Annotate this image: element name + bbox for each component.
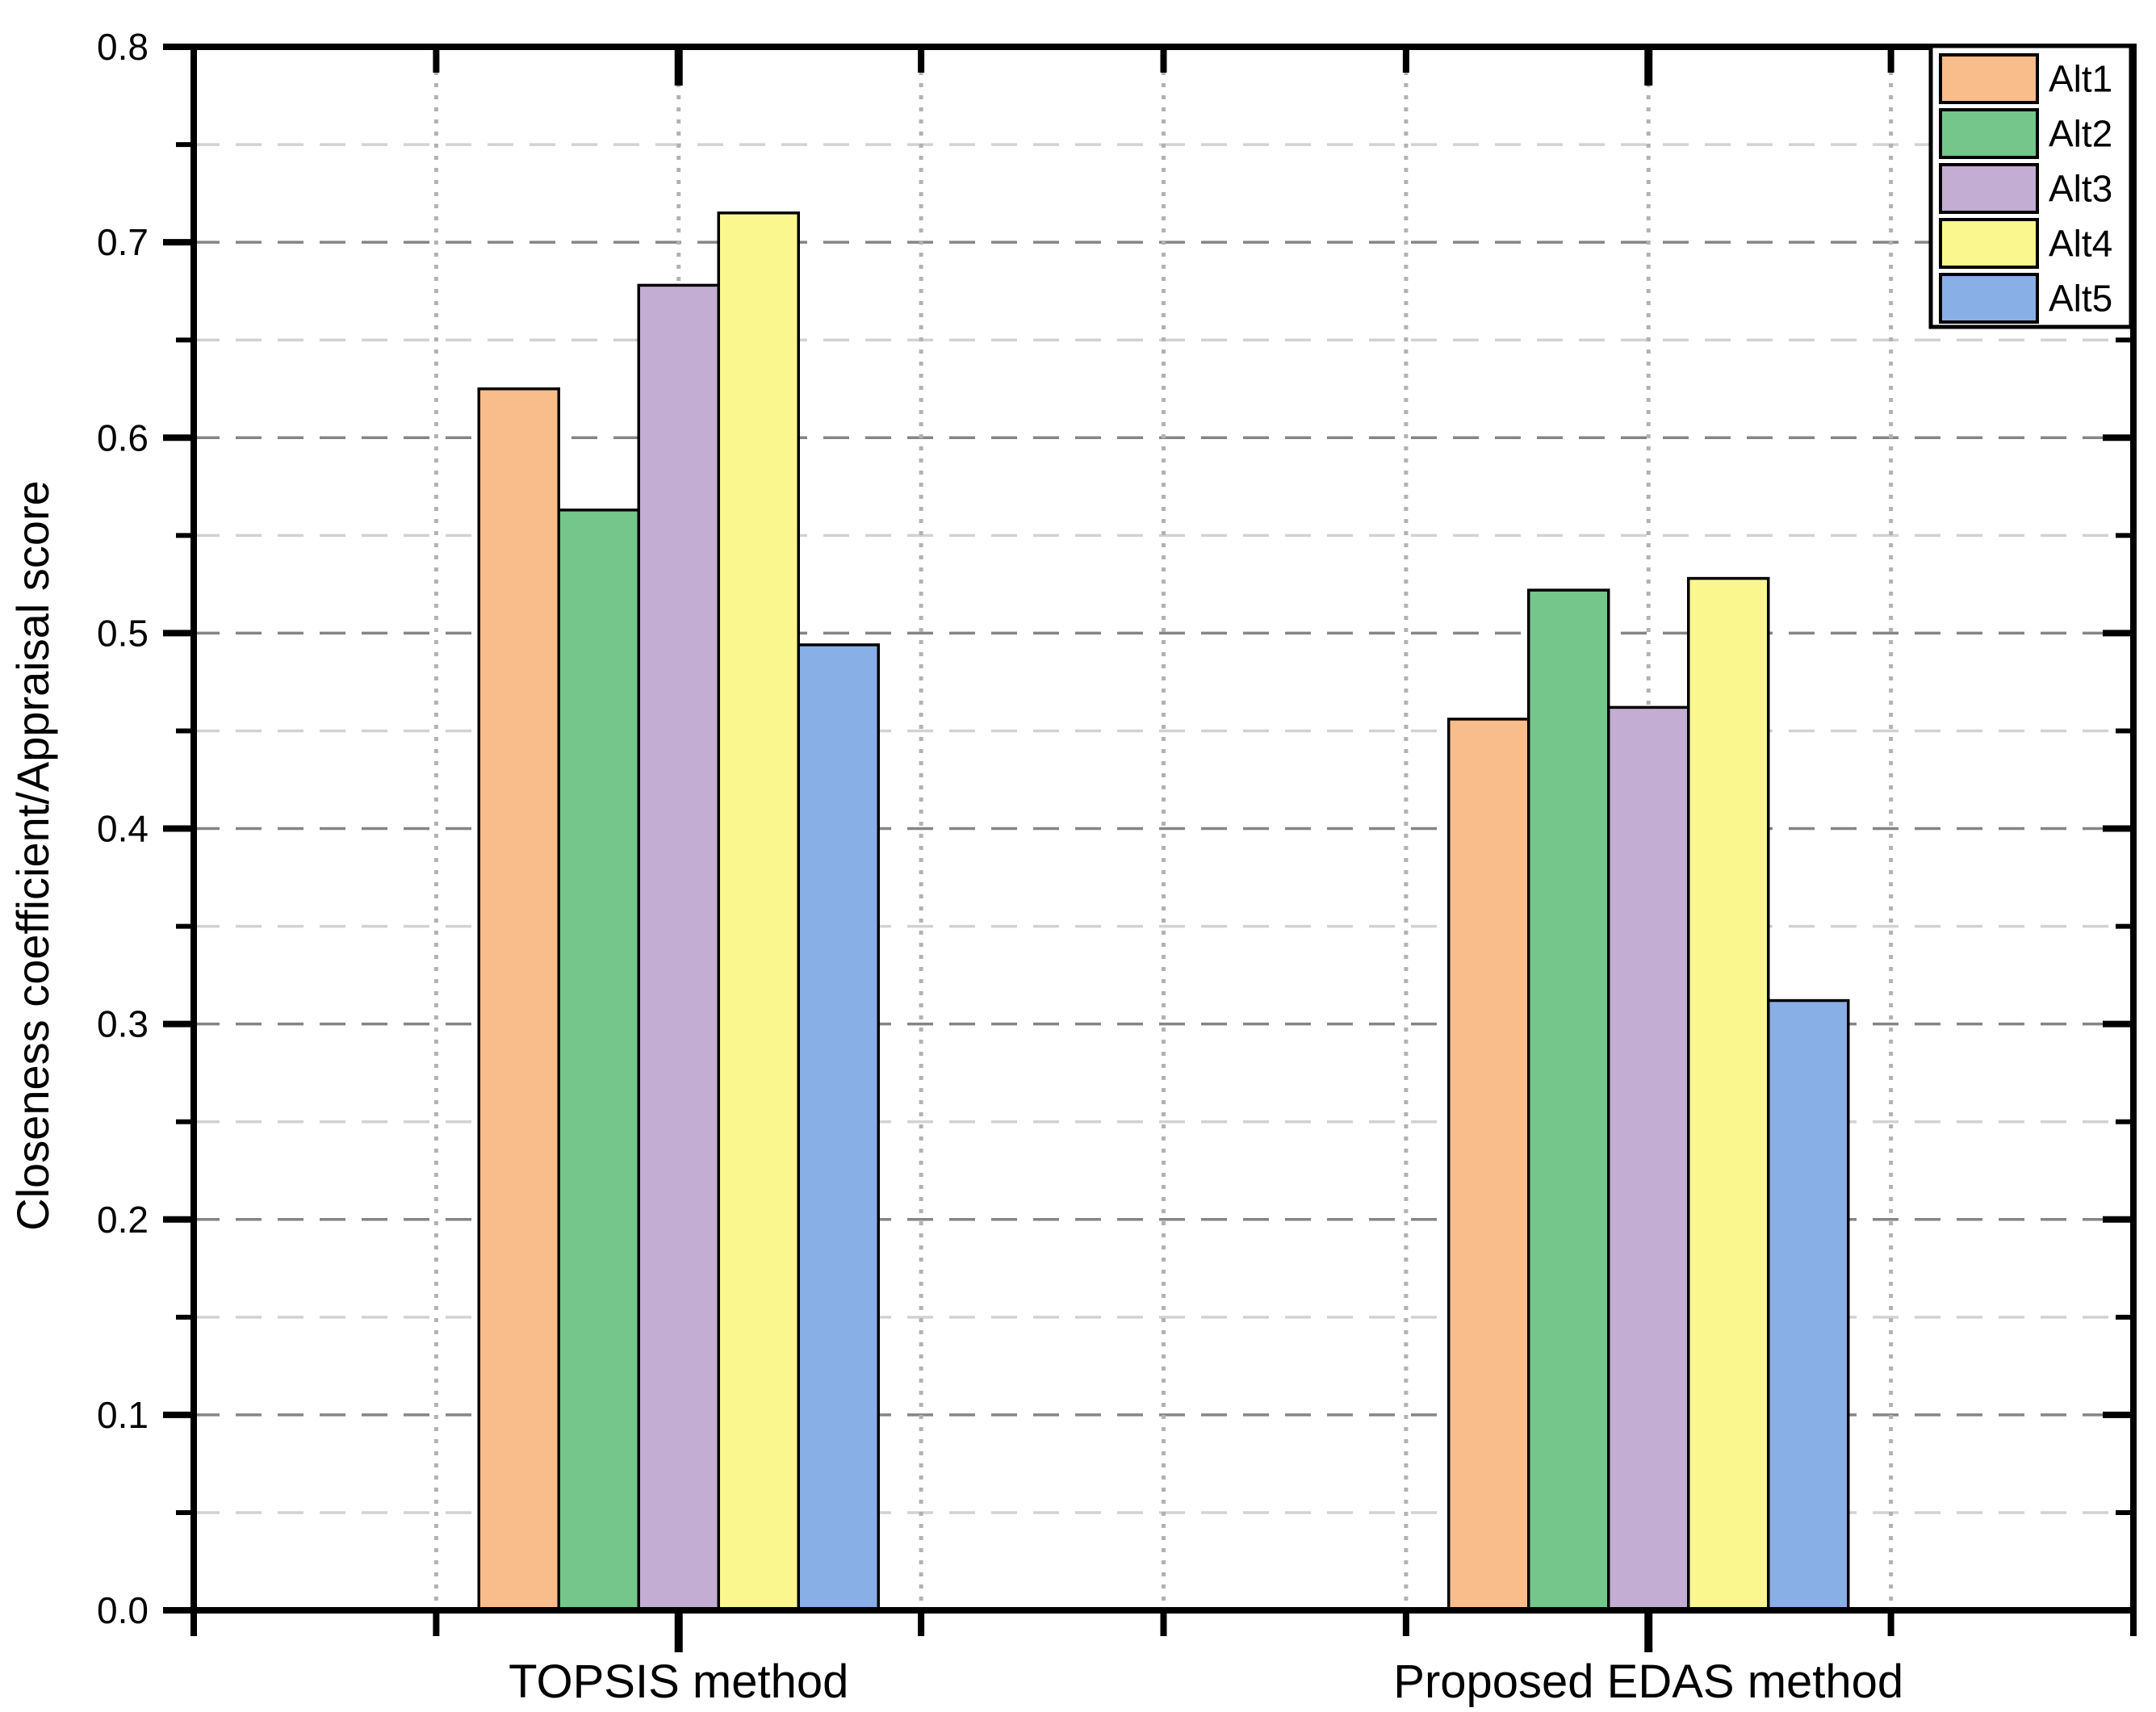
y-tick-label: 0.1 bbox=[97, 1394, 149, 1436]
legend-swatch-Alt2 bbox=[1939, 108, 2039, 159]
legend-label: Alt2 bbox=[2049, 113, 2112, 155]
y-tick-label: 0.3 bbox=[97, 1003, 149, 1045]
y-tick-label: 0.7 bbox=[97, 221, 149, 263]
y-tick-label: 0.2 bbox=[97, 1199, 149, 1241]
y-tick-label: 0.5 bbox=[97, 612, 149, 654]
bar-Alt3-group1 bbox=[637, 283, 720, 1612]
bar-Alt3-group2 bbox=[1607, 705, 1690, 1612]
legend-label: Alt1 bbox=[2049, 58, 2112, 100]
legend-swatch-Alt4 bbox=[1939, 218, 2039, 269]
legend-label: Alt3 bbox=[2049, 168, 2112, 210]
y-tick-label: 0.0 bbox=[97, 1589, 149, 1631]
x-category-label: Proposed EDAS method bbox=[1393, 1655, 1903, 1708]
x-category-label: TOPSIS method bbox=[509, 1655, 848, 1708]
bar-Alt1-group1 bbox=[477, 387, 560, 1612]
bar-Alt2-group1 bbox=[557, 509, 640, 1612]
legend-label: Alt5 bbox=[2049, 278, 2112, 320]
y-tick-label: 0.8 bbox=[97, 26, 149, 68]
y-axis-title: Closeness coefficient/Appraisal score bbox=[7, 480, 58, 1231]
bar-Alt4-group1 bbox=[717, 211, 800, 1612]
legend-label: Alt4 bbox=[2049, 223, 2112, 265]
legend-swatch-Alt1 bbox=[1939, 53, 2039, 104]
bar-Alt2-group2 bbox=[1527, 588, 1610, 1612]
legend-swatch-Alt5 bbox=[1939, 273, 2039, 324]
bar-Alt4-group2 bbox=[1687, 576, 1770, 1612]
bar-Alt1-group2 bbox=[1447, 718, 1530, 1612]
bar-Alt5-group1 bbox=[797, 643, 880, 1612]
y-tick-label: 0.6 bbox=[97, 416, 149, 458]
legend-swatch-Alt3 bbox=[1939, 163, 2039, 214]
y-tick-label: 0.4 bbox=[97, 808, 149, 850]
bar-Alt5-group2 bbox=[1767, 998, 1850, 1612]
